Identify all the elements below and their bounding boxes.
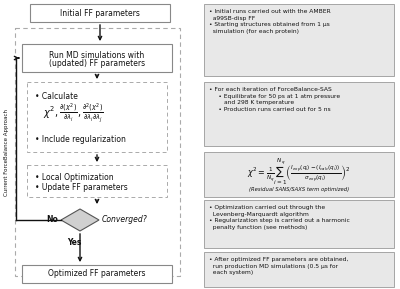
Text: • Calculate: • Calculate <box>35 92 78 101</box>
Bar <box>204 82 394 146</box>
Bar <box>22 265 172 283</box>
Text: Initial FF parameters: Initial FF parameters <box>60 8 140 18</box>
Bar <box>204 4 394 76</box>
Bar <box>15 28 180 276</box>
Text: • Update FF parameters: • Update FF parameters <box>35 183 128 192</box>
Text: • After optimized FF parameters are obtained,
  run production MD simulations (0: • After optimized FF parameters are obta… <box>209 257 348 275</box>
Text: • For each iteration of ForceBalance-SAS
     • Equilibrate for 50 ps at 1 atm p: • For each iteration of ForceBalance-SAS… <box>209 87 340 112</box>
Bar <box>27 82 167 152</box>
Text: • Local Optimization: • Local Optimization <box>35 173 114 182</box>
Text: (Residual SANS/SAXS term optimized): (Residual SANS/SAXS term optimized) <box>249 188 349 192</box>
Text: • Include regularization: • Include regularization <box>35 135 126 144</box>
Text: Run MD simulations with: Run MD simulations with <box>49 51 145 60</box>
Text: Converged?: Converged? <box>102 216 148 225</box>
Text: Yes: Yes <box>67 238 81 247</box>
Text: Optimized FF parameters: Optimized FF parameters <box>48 270 146 279</box>
Text: • Optimization carried out through the
  Levenberg-Marquardt algorithm
• Regular: • Optimization carried out through the L… <box>209 205 350 230</box>
Text: $\chi^2, \frac{\partial(\chi^2)}{\partial\lambda_i}, \frac{\partial^2(\chi^2)}{\: $\chi^2, \frac{\partial(\chi^2)}{\partia… <box>43 102 104 125</box>
Text: $\chi^2 = \frac{1}{N_q}\sum_{i=1}^{N_q}\left(\frac{I_{exp}(q_i)-(I_{calc}(q_i))}: $\chi^2 = \frac{1}{N_q}\sum_{i=1}^{N_q}\… <box>247 157 351 188</box>
Polygon shape <box>61 209 99 231</box>
Text: (updated) FF parameters: (updated) FF parameters <box>49 58 145 68</box>
Bar <box>204 200 394 248</box>
Text: No: No <box>46 216 58 225</box>
Bar <box>204 252 394 287</box>
Bar <box>30 4 170 22</box>
Bar <box>27 165 167 197</box>
Text: Current ForceBalance Approach: Current ForceBalance Approach <box>4 108 10 195</box>
Text: • Initial runs carried out with the AMBER
  a99SB-disp FF
• Starting structures : • Initial runs carried out with the AMBE… <box>209 9 331 34</box>
Bar <box>22 44 172 72</box>
Bar <box>204 152 394 197</box>
